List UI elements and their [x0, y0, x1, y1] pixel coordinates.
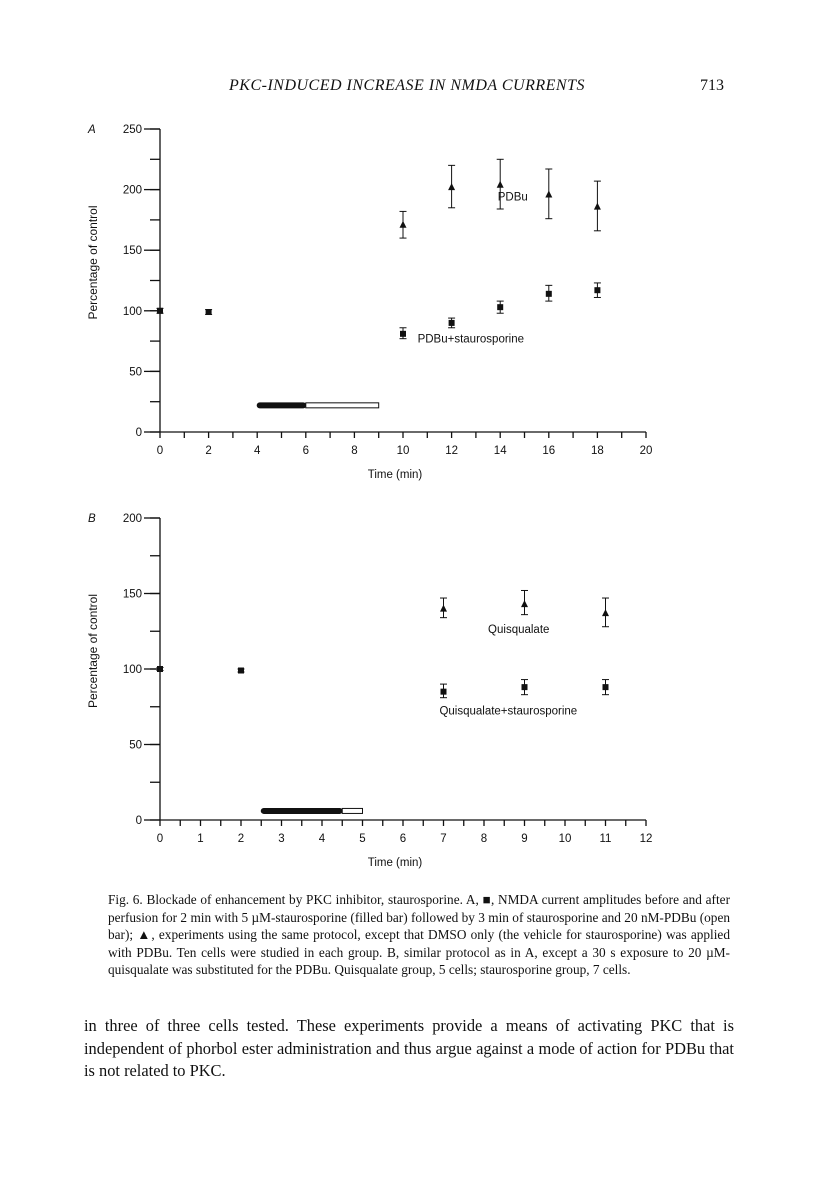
x-tick-label: 0 — [157, 833, 163, 845]
triangle-point — [545, 190, 553, 198]
x-tick-label: 18 — [591, 445, 604, 457]
square-point — [594, 287, 601, 294]
x-tick-label: 5 — [359, 833, 365, 845]
y-axis-title: Percentage of control — [86, 205, 100, 319]
triangle-point — [521, 600, 528, 608]
y-tick-label: 0 — [136, 815, 142, 827]
series-label: PDBu — [498, 192, 528, 204]
square-point — [497, 304, 504, 311]
square-point — [400, 330, 406, 337]
x-tick-label: 20 — [640, 445, 653, 457]
caption-text: Fig. 6. Blockade of enhancement by PKC i… — [108, 892, 730, 978]
body-text: in three of three cells tested. These ex… — [84, 1015, 734, 1083]
x-tick-label: 2 — [238, 833, 244, 845]
x-tick-label: 7 — [440, 833, 446, 845]
filled-treatment-bar — [260, 807, 343, 814]
x-tick-label: 1 — [197, 833, 203, 845]
x-tick-label: 4 — [254, 445, 261, 457]
triangle-point — [602, 609, 609, 617]
triangle-point — [440, 604, 447, 612]
x-tick-label: 9 — [521, 833, 527, 845]
x-tick-label: 11 — [600, 833, 612, 845]
y-axis-title: Percentage of control — [86, 594, 100, 708]
y-tick-label: 150 — [123, 589, 142, 601]
y-tick-label: 50 — [129, 366, 142, 378]
open-treatment-bar — [305, 402, 380, 409]
square-point — [448, 319, 455, 326]
y-tick-label: 100 — [123, 306, 142, 318]
page-number: 713 — [700, 77, 724, 94]
y-tick-label: 200 — [123, 185, 142, 197]
series-pdbu: PDBu — [399, 158, 601, 239]
square-point — [205, 309, 212, 316]
y-tick-label: 100 — [123, 664, 142, 676]
square-point — [440, 688, 447, 695]
filled-treatment-bar — [256, 402, 307, 409]
x-tick-label: 12 — [640, 833, 653, 845]
x-tick-label: 6 — [400, 833, 406, 845]
triangle-point — [399, 220, 407, 228]
x-tick-label: 2 — [205, 445, 211, 457]
running-title: PKC-INDUCED INCREASE IN NMDA CURRENTS — [229, 77, 585, 94]
square-point — [238, 667, 244, 674]
triangle-point — [593, 202, 601, 210]
series-quisqualate-staurosporine: Quisqualate+staurosporine — [156, 666, 609, 717]
x-tick-label: 4 — [319, 833, 326, 845]
square-point — [545, 290, 552, 297]
series-pdbu-staurosporine: PDBu+staurosporine — [156, 282, 601, 345]
y-tick-label: 250 — [123, 124, 142, 136]
series-label: PDBu+staurosporine — [418, 333, 524, 345]
y-tick-label: 50 — [129, 740, 142, 752]
body-paragraph: in three of three cells tested. These ex… — [84, 1016, 734, 1080]
triangle-point — [496, 180, 504, 188]
panel-label: A — [87, 124, 96, 136]
x-tick-label: 12 — [445, 445, 458, 457]
x-axis-title: Time (min) — [368, 857, 423, 869]
y-tick-label: 150 — [123, 245, 142, 257]
x-axis-title: Time (min) — [368, 469, 423, 481]
y-tick-label: 200 — [123, 513, 142, 525]
x-tick-label: 10 — [559, 833, 572, 845]
x-tick-label: 8 — [351, 445, 357, 457]
square-point — [157, 666, 163, 672]
series-quisqualate: Quisqualate — [440, 589, 609, 636]
y-tick-label: 0 — [136, 427, 142, 439]
panel-label: B — [88, 513, 96, 525]
x-tick-label: 14 — [494, 445, 507, 457]
figure-caption: Fig. 6. Blockade of enhancement by PKC i… — [108, 891, 730, 979]
square-point — [602, 684, 609, 691]
x-tick-label: 8 — [481, 833, 487, 845]
x-tick-label: 6 — [303, 445, 309, 457]
open-treatment-bar — [341, 807, 363, 814]
square-point — [157, 307, 163, 314]
square-point — [521, 684, 528, 691]
triangle-point — [448, 183, 456, 191]
x-tick-label: 0 — [157, 445, 163, 457]
x-tick-label: 3 — [278, 833, 284, 845]
x-tick-label: 16 — [542, 445, 555, 457]
series-label: Quisqualate+staurosporine — [439, 705, 577, 717]
series-label: Quisqualate — [488, 624, 549, 636]
x-tick-label: 10 — [397, 445, 410, 457]
